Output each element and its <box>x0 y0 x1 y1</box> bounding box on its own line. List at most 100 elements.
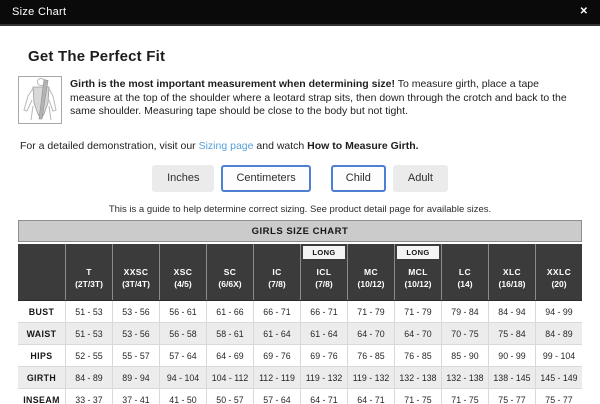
size-code-label: ICL <box>316 267 332 278</box>
size-chart-cell: 85 - 90 <box>442 345 488 367</box>
size-chart-cell: 66 - 71 <box>254 301 300 323</box>
size-chart-body: BUST 51 - 53 53 - 56 56 - 61 61 - 66 66 - 71 6… <box>18 300 582 404</box>
size-chart-row-label: BUST <box>18 301 65 323</box>
size-chart-cell: 69 - 76 <box>254 345 300 367</box>
size-chart-cell: 37 - 41 <box>113 389 159 404</box>
size-chart-cell: 56 - 61 <box>160 301 206 323</box>
size-chart-cell: 132 - 138 <box>395 367 441 389</box>
size-code-label: LC <box>458 267 472 278</box>
size-chart-cell: 33 - 37 <box>66 389 112 404</box>
size-chart-cell: 145 - 149 <box>536 367 582 389</box>
size-chart-column-header: T (2T/3T) <box>66 244 112 301</box>
demo-prefix: For a detailed demonstration, visit our <box>20 140 199 152</box>
size-chart-column-header: XSC (4/5) <box>160 244 206 301</box>
size-chart-cell: 76 - 85 <box>348 345 394 367</box>
size-chart-cell: 75 - 84 <box>489 323 535 345</box>
demo-line: For a detailed demonstration, visit our … <box>20 140 582 152</box>
size-range-label: (7/8) <box>315 279 333 290</box>
size-chart-cell: 94 - 104 <box>160 367 206 389</box>
size-range-label: (16/18) <box>498 279 526 290</box>
size-chart-cell: 71 - 79 <box>348 301 394 323</box>
size-chart-cell: 57 - 64 <box>254 389 300 404</box>
size-chart-header-row: T (2T/3T) XXSC (3T/4T) XSC (4/5) SC (6/6X) IC (7/… <box>18 244 582 301</box>
size-chart-cell: 64 - 70 <box>348 323 394 345</box>
size-chart-column-header: LC (14) <box>442 244 488 301</box>
inches-button[interactable]: Inches <box>152 165 215 193</box>
girth-description-lead: Girth is the most important measurement … <box>70 78 395 90</box>
modal-title: Size Chart <box>12 6 67 18</box>
girth-info-section: Girth is the most important measurement … <box>18 76 582 129</box>
size-chart-column-header: LONG MCL (10/12) <box>395 244 441 301</box>
girth-description: Girth is the most important measurement … <box>70 76 582 119</box>
size-code-label: XSC <box>173 267 193 278</box>
toggle-button-row: Inches Centimeters Child Adult <box>18 165 582 193</box>
size-chart-cell: 69 - 76 <box>301 345 347 367</box>
modal-titlebar: Size Chart ✕ <box>0 0 600 26</box>
size-chart-column-header: IC (7/8) <box>254 244 300 301</box>
size-chart-cell: 84 - 89 <box>536 323 582 345</box>
size-chart-cell: 55 - 57 <box>113 345 159 367</box>
adult-button[interactable]: Adult <box>392 165 448 193</box>
size-chart-cell: 53 - 56 <box>113 301 159 323</box>
size-chart-cell: 104 - 112 <box>207 367 253 389</box>
size-chart-cell: 76 - 85 <box>395 345 441 367</box>
size-range-label: (20) <box>551 279 567 290</box>
size-chart-cell: 75 - 77 <box>536 389 582 404</box>
sizing-guide-note: This is a guide to help determine correc… <box>108 204 492 216</box>
centimeters-button[interactable]: Centimeters <box>221 165 311 193</box>
size-chart-cell: 99 - 104 <box>536 345 582 367</box>
size-chart-column-header: XLC (16/18) <box>489 244 535 301</box>
size-chart-column-header: SC (6/6X) <box>207 244 253 301</box>
size-chart-cell: 89 - 94 <box>113 367 159 389</box>
size-chart-cell: 71 - 75 <box>442 389 488 404</box>
size-code-label: XXLC <box>546 267 572 278</box>
size-chart-cell: 66 - 71 <box>301 301 347 323</box>
size-chart: GIRLS SIZE CHART T (2T/3T) XXSC (3T/4T) XSC(… <box>18 220 582 404</box>
size-range-label: (6/6X) <box>218 279 242 290</box>
long-badge: LONG <box>397 246 439 260</box>
size-code-label: IC <box>272 267 282 278</box>
demo-middle: and watch <box>253 140 308 152</box>
girth-description-body: To measure girth, place a tape measure a… <box>70 78 567 117</box>
size-chart-cell: 57 - 64 <box>160 345 206 367</box>
close-icon[interactable]: ✕ <box>579 6 588 17</box>
size-range-label: (3T/4T) <box>122 279 150 290</box>
size-chart-column-header: MC (10/12) <box>348 244 394 301</box>
size-chart-cell: 119 - 132 <box>301 367 347 389</box>
long-badge: LONG <box>303 246 345 260</box>
size-chart-row-label: WAIST <box>18 323 65 345</box>
size-chart-cell: 61 - 66 <box>207 301 253 323</box>
size-chart-cell: 64 - 69 <box>207 345 253 367</box>
size-code-label: MCL <box>408 267 428 278</box>
how-to-measure-girth-label: How to Measure Girth. <box>307 140 419 152</box>
age-toggle-group: Child Adult <box>330 165 448 193</box>
size-chart-cell: 61 - 64 <box>301 323 347 345</box>
child-button[interactable]: Child <box>330 165 386 193</box>
size-chart-cell: 71 - 79 <box>395 301 441 323</box>
size-chart-cell: 132 - 138 <box>442 367 488 389</box>
page-title: Get The Perfect Fit <box>28 48 166 65</box>
size-chart-cell: 70 - 75 <box>442 323 488 345</box>
size-chart-cell: 84 - 89 <box>66 367 112 389</box>
size-chart-cell: 94 - 99 <box>536 301 582 323</box>
size-chart-cell: 138 - 145 <box>489 367 535 389</box>
sizing-page-link[interactable]: Sizing page <box>198 140 254 152</box>
size-chart-cell: 90 - 99 <box>489 345 535 367</box>
size-range-label: (10/12) <box>404 279 432 290</box>
size-range-label: (4/5) <box>174 279 192 290</box>
size-chart-cell: 53 - 56 <box>113 323 159 345</box>
size-code-label: T <box>86 267 92 278</box>
size-chart-cell: 56 - 58 <box>160 323 206 345</box>
units-toggle-group: Inches Centimeters <box>152 165 311 193</box>
size-chart-cell: 71 - 75 <box>395 389 441 404</box>
size-code-label: XLC <box>502 267 522 278</box>
size-chart-corner-cell <box>18 244 65 301</box>
size-chart-cell: 64 - 70 <box>395 323 441 345</box>
size-range-label: (2T/3T) <box>75 279 103 290</box>
size-chart-cell: 58 - 61 <box>207 323 253 345</box>
size-chart-cell: 52 - 55 <box>66 345 112 367</box>
leotard-measurement-icon <box>18 76 62 129</box>
size-range-label: (14) <box>457 279 473 290</box>
size-chart-column-header: LONG ICL (7/8) <box>301 244 347 301</box>
size-code-label: MC <box>363 267 379 278</box>
